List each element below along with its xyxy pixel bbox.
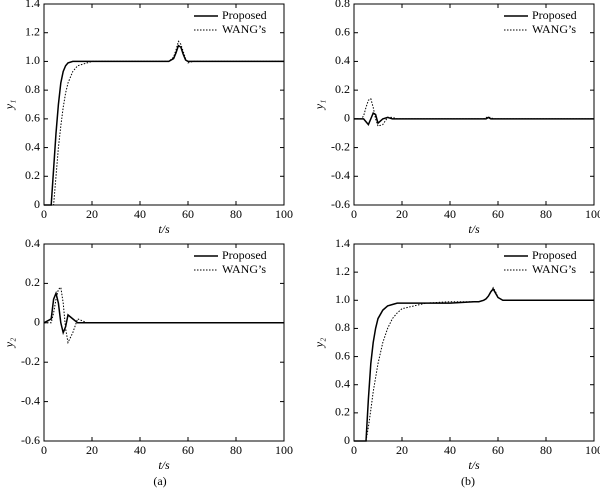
data-line xyxy=(43,290,284,336)
caption: (b) xyxy=(461,474,475,488)
x-tick-label: 0 xyxy=(351,443,357,457)
y-tick-label: 0.2 xyxy=(335,405,350,419)
x-tick-label: 40 xyxy=(444,443,456,457)
data-line xyxy=(44,44,284,206)
y-tick-label: 0.6 xyxy=(335,24,350,38)
plot-frame xyxy=(43,243,285,442)
plot-frame xyxy=(353,3,595,206)
x-axis-label: t/s xyxy=(468,222,480,236)
x-tick-label: 60 xyxy=(182,443,194,457)
y-tick-label: 1.0 xyxy=(25,53,40,67)
x-tick-label: 100 xyxy=(275,207,293,221)
x-tick-label: 100 xyxy=(585,443,600,457)
data-line xyxy=(44,286,284,345)
y-tick-label: 1.4 xyxy=(335,236,350,250)
y-tick-label: -0.2 xyxy=(331,139,350,153)
x-tick-label: 80 xyxy=(540,443,552,457)
x-tick-label: 40 xyxy=(134,443,146,457)
data-line xyxy=(354,286,594,442)
y-tick-label: -0.6 xyxy=(331,197,350,211)
y-tick-label: 0 xyxy=(344,433,350,447)
caption: (a) xyxy=(153,474,166,488)
y-tick-label: 0.4 xyxy=(25,139,40,153)
x-tick-label: 60 xyxy=(492,207,504,221)
legend-label: Proposed xyxy=(222,248,267,262)
data-line xyxy=(44,40,284,206)
x-tick-label: 20 xyxy=(396,443,408,457)
x-tick-label: 40 xyxy=(134,207,146,221)
x-tick-label: 0 xyxy=(351,207,357,221)
x-tick-label: 40 xyxy=(444,207,456,221)
legend-label: WANG’s xyxy=(222,262,266,276)
legend-label: WANG’s xyxy=(222,22,266,36)
x-axis-label: t/s xyxy=(158,222,170,236)
y-tick-label: 1.4 xyxy=(25,0,40,10)
x-tick-label: 20 xyxy=(86,443,98,457)
x-tick-label: 60 xyxy=(492,443,504,457)
data-line xyxy=(354,287,594,442)
y-tick-label: 0.8 xyxy=(335,0,350,10)
legend-label: Proposed xyxy=(222,8,267,22)
y-tick-label: 0 xyxy=(34,315,40,329)
y-tick-label: 0.8 xyxy=(335,320,350,334)
y-tick-label: 1.2 xyxy=(25,24,40,38)
plot-frame xyxy=(353,243,595,442)
x-tick-label: 0 xyxy=(41,443,47,457)
x-tick-label: 100 xyxy=(275,443,293,457)
y-tick-label: -0.6 xyxy=(21,433,40,447)
x-tick-label: 80 xyxy=(540,207,552,221)
y-tick-label: 0.2 xyxy=(25,275,40,289)
y-axis-label: y₂ xyxy=(2,338,16,349)
y-axis-label: y₁ xyxy=(312,100,326,111)
legend-label: Proposed xyxy=(532,248,577,262)
legend-label: Proposed xyxy=(532,8,577,22)
y-tick-label: -0.4 xyxy=(331,168,350,182)
y-axis-label: y₁ xyxy=(2,100,16,111)
y-tick-label: 0.2 xyxy=(335,82,350,96)
y-axis-label: y₂ xyxy=(312,338,326,349)
y-tick-label: 0.4 xyxy=(25,236,40,250)
y-tick-label: -0.4 xyxy=(21,393,40,407)
data-line xyxy=(354,97,594,127)
x-axis-label: t/s xyxy=(158,458,170,472)
y-tick-label: 0.8 xyxy=(25,82,40,96)
x-tick-label: 20 xyxy=(86,207,98,221)
y-tick-label: -0.2 xyxy=(21,354,40,368)
x-tick-label: 0 xyxy=(41,207,47,221)
legend-label: WANG’s xyxy=(532,22,576,36)
plot-frame xyxy=(43,3,285,206)
x-tick-label: 80 xyxy=(230,443,242,457)
y-tick-label: 0 xyxy=(34,197,40,211)
y-tick-label: 0.4 xyxy=(335,376,350,390)
x-axis-label: t/s xyxy=(468,458,480,472)
y-tick-label: 1.2 xyxy=(335,264,350,278)
legend-label: WANG’s xyxy=(532,262,576,276)
x-tick-label: 60 xyxy=(182,207,194,221)
x-tick-label: 20 xyxy=(396,207,408,221)
y-tick-label: 0.2 xyxy=(25,168,40,182)
y-tick-label: 0 xyxy=(344,111,350,125)
data-line xyxy=(354,112,594,127)
x-tick-label: 100 xyxy=(585,207,600,221)
y-tick-label: 0.6 xyxy=(25,111,40,125)
x-tick-label: 80 xyxy=(230,207,242,221)
y-tick-label: 0.6 xyxy=(335,348,350,362)
y-tick-label: 0.4 xyxy=(335,53,350,67)
y-tick-label: 1.0 xyxy=(335,292,350,306)
